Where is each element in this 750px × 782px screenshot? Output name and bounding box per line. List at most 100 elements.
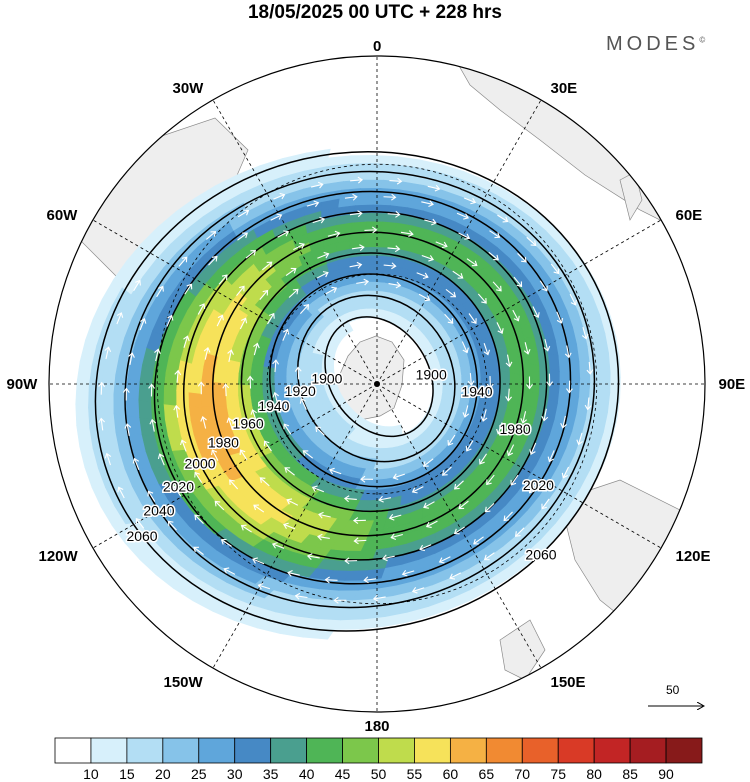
wind-vector	[253, 504, 265, 513]
wind-vector	[333, 596, 347, 604]
wind-vector	[479, 453, 487, 465]
wind-vector	[411, 587, 425, 594]
wind-vector	[576, 432, 583, 446]
wind-vector	[453, 480, 464, 490]
wind-vector	[227, 349, 234, 362]
wind-vector	[532, 306, 540, 319]
wind-vector	[173, 485, 182, 497]
wind-vector	[259, 477, 270, 487]
wind-vector	[299, 304, 310, 314]
colorbar-tick-label: 20	[155, 766, 171, 782]
wind-vector	[505, 388, 513, 402]
wind-vector	[378, 495, 392, 503]
wind-vector	[205, 231, 217, 240]
colorbar-tick-label: 45	[334, 766, 351, 782]
speed-cell	[188, 377, 203, 394]
wind-vector	[550, 263, 560, 275]
contour-line	[296, 294, 456, 463]
wind-vector	[306, 200, 320, 208]
wind-vector	[513, 276, 523, 288]
wind-vector	[124, 423, 132, 436]
speed-cell	[237, 372, 252, 386]
wind-vector	[220, 538, 232, 547]
wind-vector	[444, 313, 454, 324]
wind-vector	[262, 261, 273, 271]
wind-vector	[166, 314, 174, 327]
map-title: 18/05/2025 00 UTC + 228 hrs	[247, 2, 503, 23]
wind-vector	[183, 335, 190, 348]
wind-vector	[116, 312, 124, 325]
wind-vector	[424, 218, 437, 226]
wind-vector	[392, 473, 405, 481]
wind-vector	[465, 440, 474, 452]
wind-vector	[325, 286, 338, 295]
wind-vector	[496, 422, 503, 435]
wind-vector	[312, 216, 326, 224]
colorbar-tick-label: 75	[550, 766, 567, 782]
speed-cell	[344, 322, 354, 333]
wind-vector	[539, 280, 548, 292]
wind-vector	[344, 193, 358, 201]
wind-vector	[263, 440, 272, 452]
wind-vector	[324, 576, 338, 584]
wind-vector	[520, 411, 528, 424]
meridian	[376, 383, 542, 669]
longitude-label: 150E	[550, 673, 586, 691]
colorbar-swatch	[234, 737, 272, 764]
speed-cell	[163, 387, 178, 406]
longitude-label: 90W	[6, 375, 38, 393]
colorbar-swatch	[485, 737, 523, 764]
wind-vector	[486, 474, 495, 486]
colorbar	[54, 737, 703, 764]
wind-vector	[317, 251, 330, 259]
colorbar-tick-label: 60	[442, 766, 459, 782]
colorbar-tick-label: 25	[190, 766, 207, 782]
contour-line	[269, 273, 478, 488]
wind-vector	[543, 338, 551, 352]
colorbar-swatch	[162, 737, 200, 764]
speed-cell	[188, 391, 203, 408]
colorbar-tick-label: 80	[586, 766, 602, 782]
wind-vector	[173, 404, 181, 418]
meridian	[212, 99, 378, 385]
wind-vector	[294, 366, 302, 380]
wind-vector	[461, 341, 469, 354]
wind-vector	[401, 569, 415, 577]
wind-vector	[310, 181, 324, 189]
wind-vector	[328, 467, 342, 475]
wind-vector	[488, 251, 499, 261]
wind-vector	[484, 502, 495, 513]
wind-vector	[389, 177, 403, 185]
wind-vector	[387, 210, 401, 218]
wind-vector	[363, 576, 377, 584]
wind-vector	[517, 253, 527, 263]
wind-vector	[503, 511, 513, 522]
wind-vector	[560, 415, 567, 429]
wind-vector	[154, 348, 161, 362]
wind-vector	[240, 524, 252, 533]
wind-vector	[360, 475, 374, 483]
wind-vector	[458, 500, 469, 510]
wind-vector	[372, 594, 386, 602]
wind-vector	[286, 498, 299, 506]
speed-cell	[359, 299, 367, 310]
wind-vector	[148, 383, 156, 397]
speed-cell	[350, 282, 360, 294]
wind-vector	[139, 317, 147, 331]
longitude-label: 150W	[163, 673, 203, 691]
contour-label: 2020	[523, 477, 554, 493]
wind-vector	[98, 381, 106, 395]
colorbar-swatch	[306, 737, 343, 764]
wind-vector	[277, 230, 290, 238]
wind-vector	[200, 416, 207, 429]
wind-vector	[383, 193, 397, 201]
longitude-label: 180	[364, 717, 390, 735]
wind-vector	[569, 293, 577, 306]
wind-vector	[467, 372, 475, 386]
wind-vector	[237, 209, 250, 218]
wind-vector	[497, 214, 509, 223]
wind-vector	[561, 466, 570, 479]
speed-cell	[321, 364, 335, 371]
wind-vector	[104, 452, 112, 466]
wind-vector	[132, 457, 140, 471]
